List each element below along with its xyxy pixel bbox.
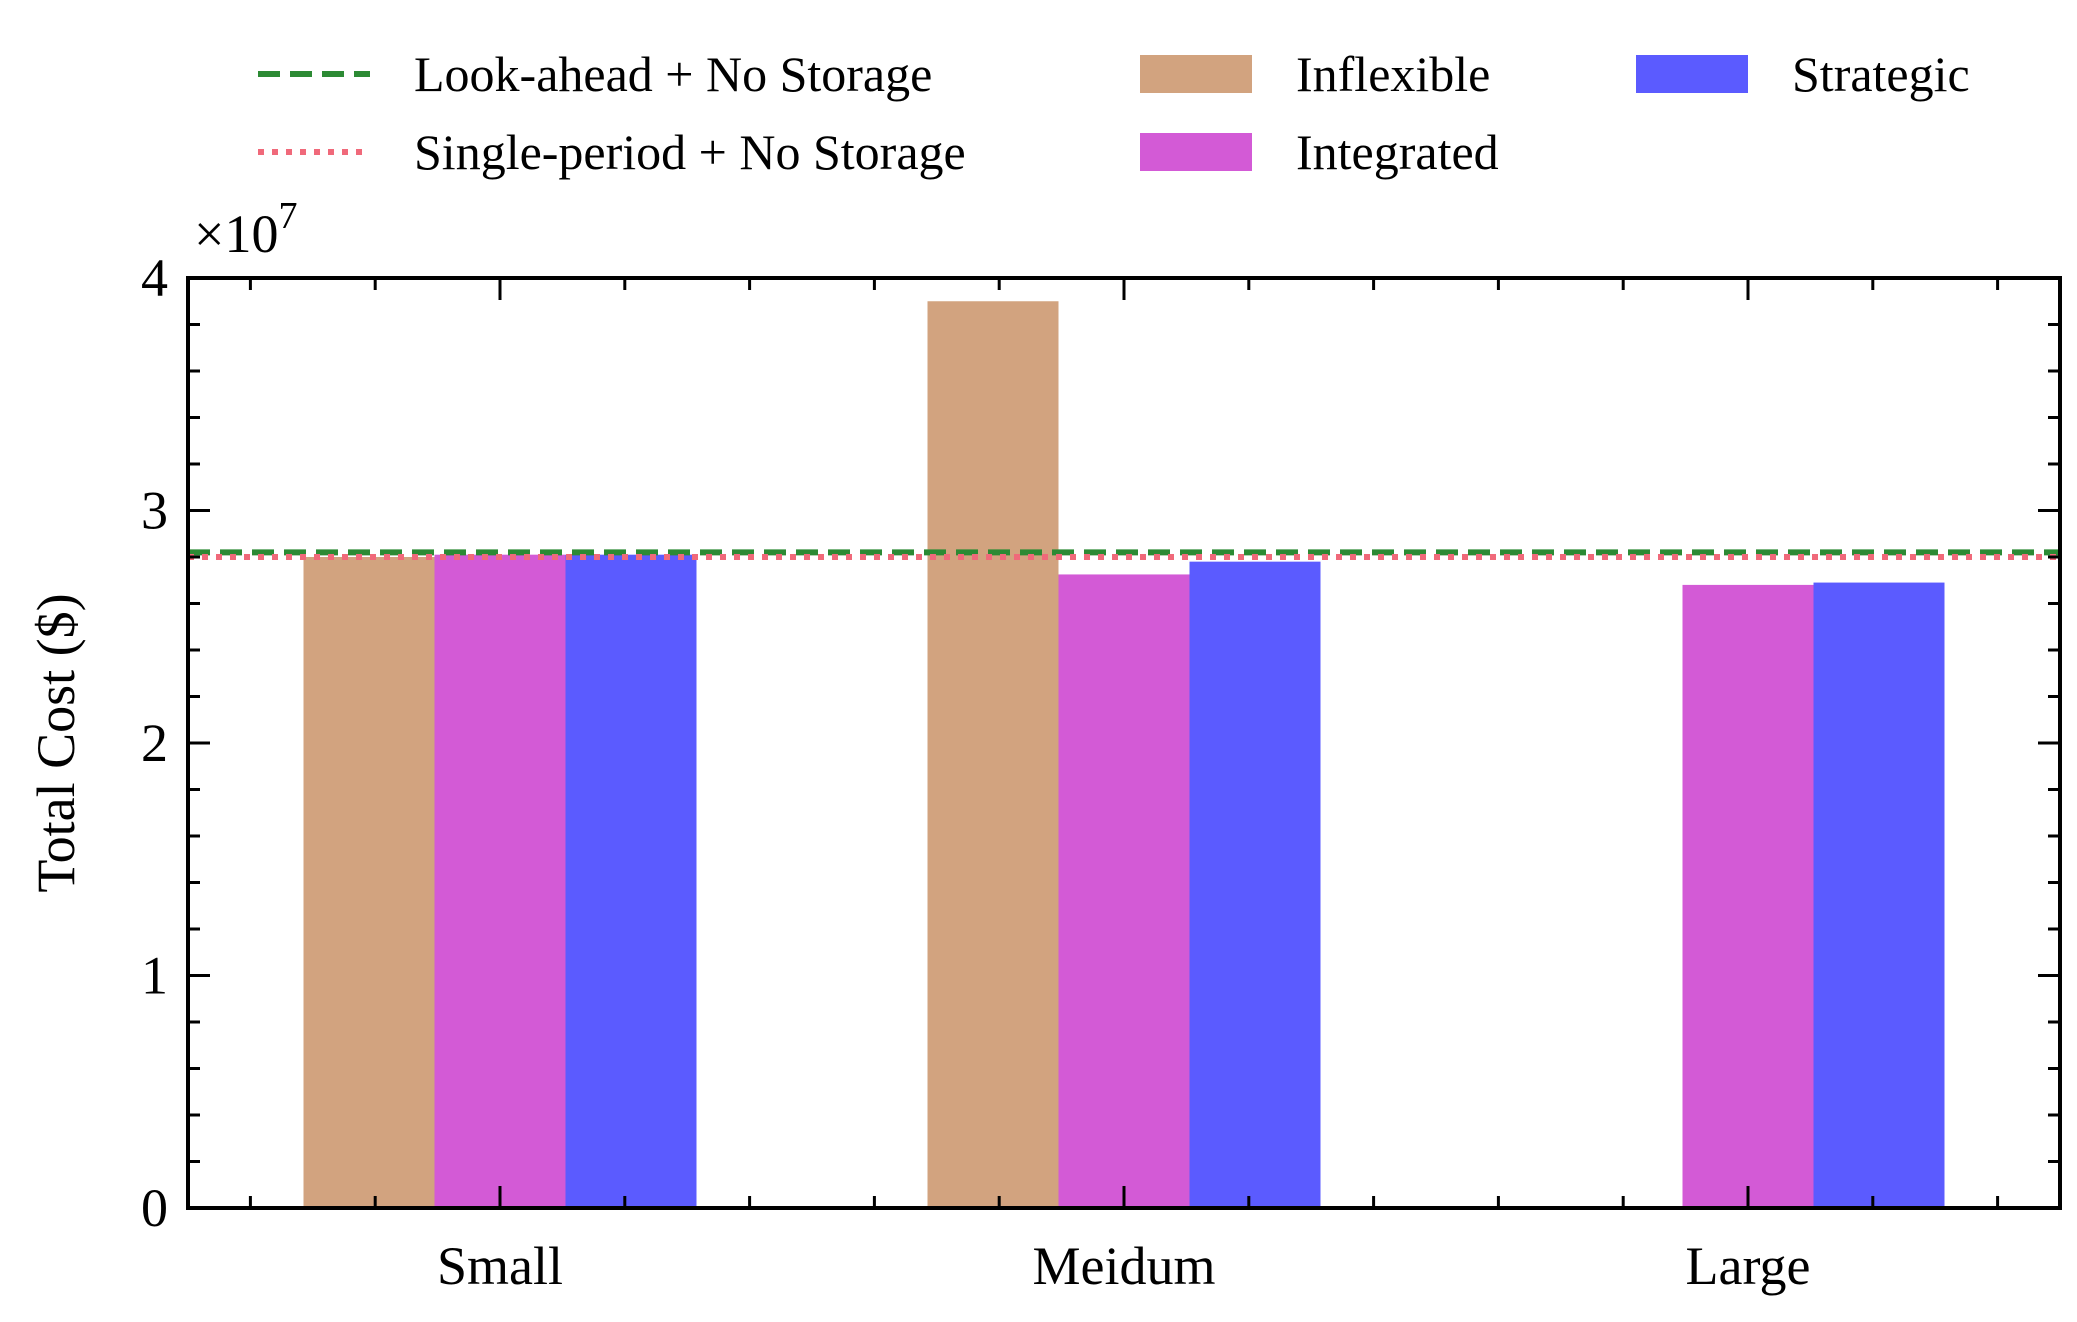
legend-entry: Look-ahead + No Storage [258, 46, 932, 102]
y-tick-label: 4 [141, 248, 168, 308]
bar-integrated-large [1682, 584, 1814, 1208]
legend-swatch [1636, 55, 1748, 93]
legend-label: Integrated [1296, 124, 1499, 180]
reference-lines-layer [188, 549, 2060, 560]
plot-frame [186, 276, 2062, 1210]
y-tick-label: 2 [141, 713, 168, 773]
y-tick-label: 0 [141, 1178, 168, 1238]
legend-entry: Single-period + No Storage [258, 124, 966, 180]
bar-integrated-small [434, 554, 566, 1208]
legend-label: Inflexible [1296, 46, 1490, 102]
legend-swatch [1140, 55, 1252, 93]
bars-layer [303, 301, 1945, 1208]
bar-strategic-large [1813, 582, 1945, 1208]
legend-swatch [1140, 133, 1252, 171]
y-tick-label: 1 [141, 946, 168, 1006]
legend-label: Strategic [1792, 46, 1970, 102]
bar-strategic-medium [1189, 561, 1321, 1208]
x-tick-label: Large [1686, 1236, 1811, 1296]
bar-inflexible-medium [927, 301, 1059, 1208]
legend-entry: Strategic [1636, 46, 1970, 102]
legend-label: Single-period + No Storage [414, 124, 966, 180]
bar-inflexible-small [303, 557, 435, 1208]
legend: Look-ahead + No Storage Single-period + N… [258, 46, 1970, 180]
legend-entry: Inflexible [1140, 46, 1490, 102]
y-axis-title: Total Cost ($) [26, 593, 86, 892]
labels-layer: 0 1 2 3 4 Small Meidum Large ×107 Total Cost ($) [26, 195, 1810, 1296]
x-tick-label: Small [437, 1236, 563, 1296]
bar-integrated-medium [1058, 574, 1190, 1208]
legend-label: Look-ahead + No Storage [414, 46, 932, 102]
y-tick-label: 3 [141, 481, 168, 541]
legend-entry: Integrated [1140, 124, 1499, 180]
x-tick-label: Meidum [1033, 1236, 1216, 1296]
bar-strategic-small [565, 554, 697, 1208]
y-axis-multiplier: ×107 [194, 195, 297, 264]
